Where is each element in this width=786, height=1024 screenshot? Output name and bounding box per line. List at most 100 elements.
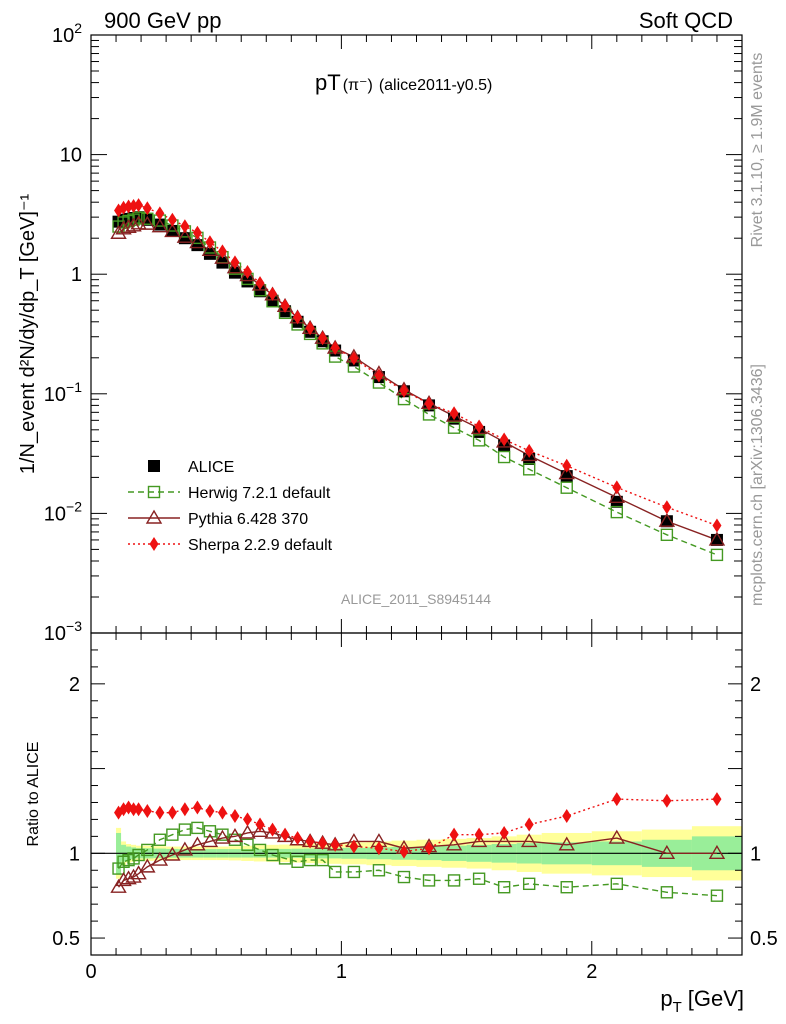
herwig-ratio-point xyxy=(397,870,411,884)
herwig-point xyxy=(660,528,674,542)
sherpa-point xyxy=(255,276,265,291)
sherpa-ratio-point xyxy=(142,803,152,818)
sherpa-ratio-point xyxy=(399,844,409,859)
pythia-point xyxy=(201,241,219,257)
sherpa-point xyxy=(167,212,177,227)
pythia-ratio-point xyxy=(251,822,269,837)
pythia-ratio-point xyxy=(658,844,676,860)
sherpa-ratio-point xyxy=(230,809,240,824)
sherpa-point xyxy=(192,225,202,240)
sherpa-ratio-point xyxy=(167,805,177,820)
alice-point xyxy=(153,218,166,231)
pythia-ratio-point xyxy=(214,829,231,844)
pythia-ratio-point xyxy=(608,829,626,844)
pythia-ratio-point xyxy=(558,836,575,851)
x-tick-label: 2 xyxy=(586,961,597,983)
legend-label: Herwig 7.2.1 default xyxy=(188,485,331,502)
pythia-ratio-point xyxy=(176,841,194,856)
x-tick-label: 0 xyxy=(85,961,96,983)
sherpa-ratio-point xyxy=(134,802,144,817)
watermark: ALICE_2011_S8945144 xyxy=(341,591,491,607)
legend-marker-sherpa xyxy=(149,537,159,551)
sherpa-ratio-point xyxy=(180,802,190,817)
herwig-ratio-point xyxy=(472,872,486,885)
x-axis-label-main: p xyxy=(660,986,672,1011)
herwig-point xyxy=(447,421,461,434)
sherpa-point xyxy=(330,341,340,356)
sherpa-ratio-point xyxy=(242,812,252,827)
sherpa-point xyxy=(180,219,190,234)
pythia-point xyxy=(239,267,256,282)
pythia-ratio-point xyxy=(495,833,513,848)
sherpa-point xyxy=(424,396,434,411)
pythia-point xyxy=(130,215,147,230)
pythia-ratio-point xyxy=(125,868,142,883)
herwig-ratio-point xyxy=(278,852,292,865)
alice-point xyxy=(203,247,216,260)
sherpa-ratio-point xyxy=(424,841,434,856)
pythia-ratio-point xyxy=(151,851,169,866)
sherpa-ratio-point xyxy=(155,805,165,820)
sherpa-ratio-point xyxy=(268,822,278,837)
herwig-ratio-point xyxy=(291,855,304,868)
herwig-point xyxy=(497,450,511,464)
herwig-ratio-point xyxy=(522,877,536,891)
pythia-ratio-point xyxy=(226,827,244,843)
herwig-ratio-point xyxy=(266,848,279,862)
herwig-ratio-point xyxy=(328,865,342,879)
sherpa-point xyxy=(449,406,459,421)
pythia-point xyxy=(708,531,726,546)
ratio-line-herwig xyxy=(117,827,718,897)
pythia-point xyxy=(115,220,132,235)
y-tick-label-lower-right: 2 xyxy=(750,674,761,696)
sherpa-ratio-point xyxy=(662,793,672,808)
series-line-herwig xyxy=(118,216,718,556)
herwig-ratio-point xyxy=(560,881,573,894)
y-tick-label-upper: 10−1 xyxy=(44,379,82,406)
legend-marker-herwig xyxy=(147,485,161,499)
x-axis-label: pT [GeV] xyxy=(660,986,744,1016)
herwig-ratio-point xyxy=(166,828,179,841)
herwig-ratio-point xyxy=(372,864,386,877)
sherpa-point xyxy=(293,310,303,325)
pythia-ratio-point xyxy=(115,872,132,887)
y-tick-label-upper: 10−3 xyxy=(44,618,82,645)
pythia-ratio-point xyxy=(164,846,181,861)
y-tick-label-upper: 102 xyxy=(52,20,82,47)
pythia-point xyxy=(151,218,169,233)
sherpa-ratio-point xyxy=(524,817,534,832)
pythia-point xyxy=(125,217,142,232)
y-tick-label-lower: 2 xyxy=(69,674,80,696)
pythia-ratio-point xyxy=(189,836,206,851)
sherpa-point xyxy=(562,458,572,473)
pythia-ratio-point xyxy=(445,836,463,851)
pythia-point xyxy=(658,512,676,527)
sherpa-point xyxy=(205,235,215,250)
pythia-point xyxy=(520,447,538,462)
herwig-point xyxy=(522,463,536,476)
y-tick-label-upper: 1 xyxy=(71,264,82,286)
sherpa-point xyxy=(318,331,328,346)
sherpa-point xyxy=(612,480,622,495)
y-tick-label-upper: 10 xyxy=(60,145,82,167)
legend-marker-pythia xyxy=(145,509,163,524)
sherpa-ratio-point xyxy=(449,827,459,842)
sherpa-point xyxy=(305,321,315,336)
sherpa-ratio-point xyxy=(205,803,215,818)
sherpa-ratio-point xyxy=(374,841,384,856)
pythia-ratio-point xyxy=(470,833,488,848)
pythia-ratio-point xyxy=(139,858,156,873)
herwig-ratio-point xyxy=(141,843,154,857)
herwig-ratio-point xyxy=(178,823,192,836)
legend: ALICE Herwig 7.2.1 default Pythia 6.428 37… xyxy=(128,459,333,554)
pythia-point xyxy=(445,407,463,422)
herwig-ratio-point xyxy=(153,833,167,846)
sherpa-ratio-point xyxy=(499,825,509,840)
herwig-point xyxy=(610,505,624,519)
plot-title-main: pT xyxy=(315,70,341,95)
pythia-point xyxy=(226,259,244,274)
herwig-ratio-point xyxy=(422,874,436,887)
x-tick-label: 1 xyxy=(336,961,347,983)
sherpa-ratio-point xyxy=(562,809,572,824)
